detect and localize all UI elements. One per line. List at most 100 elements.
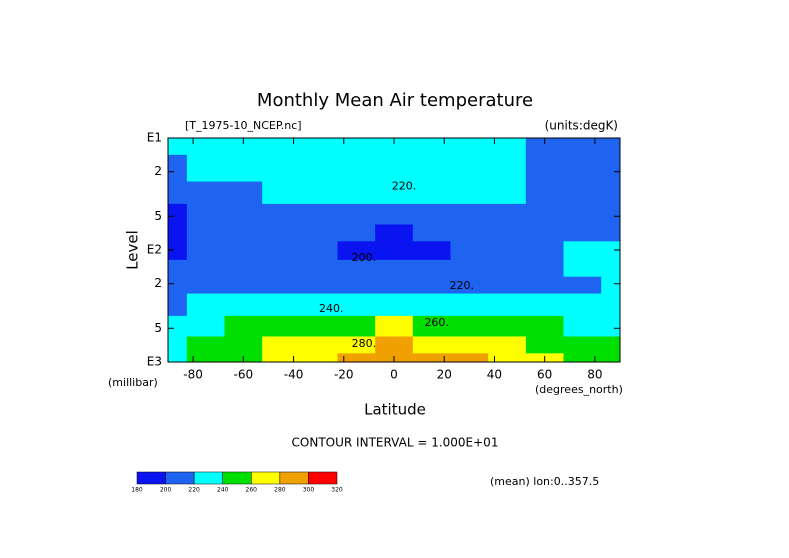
contour-cell bbox=[375, 138, 414, 156]
contour-cell bbox=[337, 259, 376, 278]
contour-cell bbox=[337, 203, 376, 225]
x-tick-label: 40 bbox=[487, 368, 502, 382]
colorbar-swatch bbox=[136, 471, 166, 485]
contour-label: 280. bbox=[352, 337, 377, 350]
contour-cell bbox=[601, 315, 621, 337]
y-axis-title: Level bbox=[124, 230, 142, 270]
contour-cell bbox=[299, 336, 338, 354]
contour-cell bbox=[168, 154, 188, 183]
contour-cell bbox=[224, 259, 263, 278]
contour-cell bbox=[488, 276, 527, 295]
contour-cell bbox=[450, 224, 489, 242]
contour-cell bbox=[186, 154, 225, 183]
contour-cell bbox=[450, 154, 489, 183]
contour-cell bbox=[488, 293, 527, 317]
contour-cell bbox=[563, 353, 602, 363]
contour-cell bbox=[601, 203, 621, 225]
contour-cell bbox=[450, 315, 489, 337]
contour-cell bbox=[299, 138, 338, 156]
contour-cell bbox=[450, 181, 489, 205]
contour-cell bbox=[375, 293, 414, 317]
contour-cell bbox=[563, 259, 602, 278]
contour-cell bbox=[525, 181, 564, 205]
contour-cell bbox=[186, 336, 225, 354]
contour-cell bbox=[168, 336, 188, 354]
contour-cell bbox=[168, 241, 188, 261]
y-tick-label: 5 bbox=[154, 321, 162, 335]
colorbar-label: 180 bbox=[131, 487, 143, 494]
contour-cell bbox=[224, 336, 263, 354]
x-tick-label: -80 bbox=[183, 368, 203, 382]
file-name: [T_1975-10_NCEP.nc] bbox=[185, 119, 302, 132]
contour-cell bbox=[450, 203, 489, 225]
contour-cell bbox=[601, 154, 621, 183]
x-axis-units: (degrees_north) bbox=[535, 383, 623, 396]
contour-cell bbox=[375, 315, 414, 337]
contour-cell bbox=[563, 315, 602, 337]
contour-cell bbox=[412, 315, 451, 337]
contour-cell bbox=[224, 154, 263, 183]
y-tick-label: 5 bbox=[154, 209, 162, 223]
contour-cell bbox=[224, 276, 263, 295]
contour-cell bbox=[262, 293, 301, 317]
contour-cell bbox=[412, 203, 451, 225]
colorbar-label: 320 bbox=[331, 487, 343, 494]
contour-cell bbox=[450, 293, 489, 317]
contour-cell bbox=[488, 138, 527, 156]
contour-cell bbox=[488, 154, 527, 183]
contour-cell bbox=[601, 353, 621, 363]
y-axis-units: (millibar) bbox=[108, 376, 158, 389]
contour-cell bbox=[412, 276, 451, 295]
contour-label: 220. bbox=[450, 279, 475, 292]
contour-cell bbox=[262, 203, 301, 225]
contour-cell bbox=[168, 293, 188, 317]
contour-cell bbox=[168, 315, 188, 337]
contour-cell bbox=[168, 138, 188, 156]
contour-cell bbox=[262, 241, 301, 261]
contour-cell bbox=[488, 241, 527, 261]
contour-cell bbox=[525, 154, 564, 183]
contour-cell bbox=[412, 293, 451, 317]
colorbar-label: 200 bbox=[160, 487, 172, 494]
contour-cell bbox=[525, 315, 564, 337]
contour-cell bbox=[450, 336, 489, 354]
contour-cell bbox=[563, 293, 602, 317]
contour-cell bbox=[601, 224, 621, 242]
contour-cell bbox=[601, 336, 621, 354]
x-tick-label: 0 bbox=[390, 368, 398, 382]
contour-cell bbox=[488, 315, 527, 337]
contour-cell bbox=[337, 138, 376, 156]
contour-cell bbox=[299, 241, 338, 261]
y-tick-label: E2 bbox=[147, 243, 162, 257]
contour-cell bbox=[488, 336, 527, 354]
contour-cell bbox=[525, 276, 564, 295]
contour-cell bbox=[262, 353, 301, 363]
contour-cell bbox=[299, 154, 338, 183]
contour-cell bbox=[262, 154, 301, 183]
contour-cell bbox=[450, 138, 489, 156]
contour-cell bbox=[224, 203, 263, 225]
x-tick-label: -20 bbox=[334, 368, 354, 382]
contour-cell bbox=[262, 315, 301, 337]
contour-cell bbox=[299, 181, 338, 205]
contour-cell bbox=[412, 138, 451, 156]
contour-cell bbox=[563, 276, 602, 295]
contour-cell bbox=[488, 224, 527, 242]
contour-cell bbox=[186, 224, 225, 242]
contour-cell bbox=[224, 181, 263, 205]
contour-cell bbox=[601, 276, 621, 295]
colorbar-swatch bbox=[251, 471, 281, 485]
contour-cell bbox=[337, 181, 376, 205]
contour-cell bbox=[525, 336, 564, 354]
contour-cell bbox=[337, 154, 376, 183]
contour-cell bbox=[168, 224, 188, 242]
contour-cell bbox=[563, 154, 602, 183]
contour-cell bbox=[186, 293, 225, 317]
x-tick-label: 20 bbox=[437, 368, 452, 382]
contour-cell bbox=[299, 224, 338, 242]
contour-cell bbox=[525, 293, 564, 317]
y-tick-label: E1 bbox=[147, 131, 162, 145]
contour-cell bbox=[337, 353, 376, 363]
contour-cell bbox=[168, 259, 188, 278]
